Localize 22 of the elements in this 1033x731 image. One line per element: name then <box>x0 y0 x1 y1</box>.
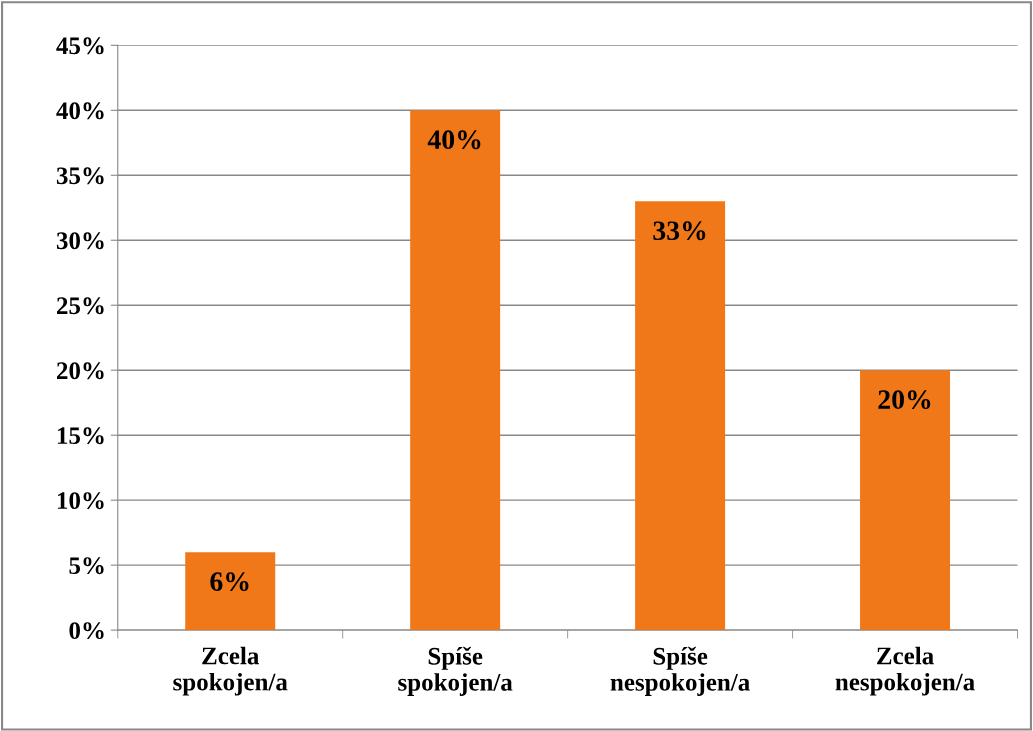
y-tick-label: 20% <box>57 362 104 380</box>
y-tick-label: 5% <box>69 557 104 575</box>
bar <box>410 110 501 631</box>
data-label: 6% <box>210 572 249 592</box>
data-label: 20% <box>878 390 931 410</box>
x-tick-label: Zcela spokojen/a <box>173 646 288 696</box>
y-tick-label: 45% <box>56 37 104 55</box>
y-tick-label: 35% <box>56 167 104 185</box>
x-tick-label: Zcela nespokojen/a <box>835 646 975 696</box>
data-label: 33% <box>653 221 706 241</box>
bar <box>185 552 276 631</box>
data-label: 40% <box>427 130 481 150</box>
x-tick-label: Spíše spokojen/a <box>398 646 513 696</box>
bar <box>635 201 726 631</box>
y-tick-label: 15% <box>57 427 104 445</box>
y-tick-label: 40% <box>56 102 104 120</box>
y-tick-label: 30% <box>56 232 104 250</box>
y-tick-label: 10% <box>57 492 104 510</box>
y-tick-label: 0% <box>69 622 104 640</box>
bar <box>860 370 951 631</box>
y-tick-label: 25% <box>57 297 104 315</box>
x-tick-label: Spíše nespokojen/a <box>610 646 750 696</box>
